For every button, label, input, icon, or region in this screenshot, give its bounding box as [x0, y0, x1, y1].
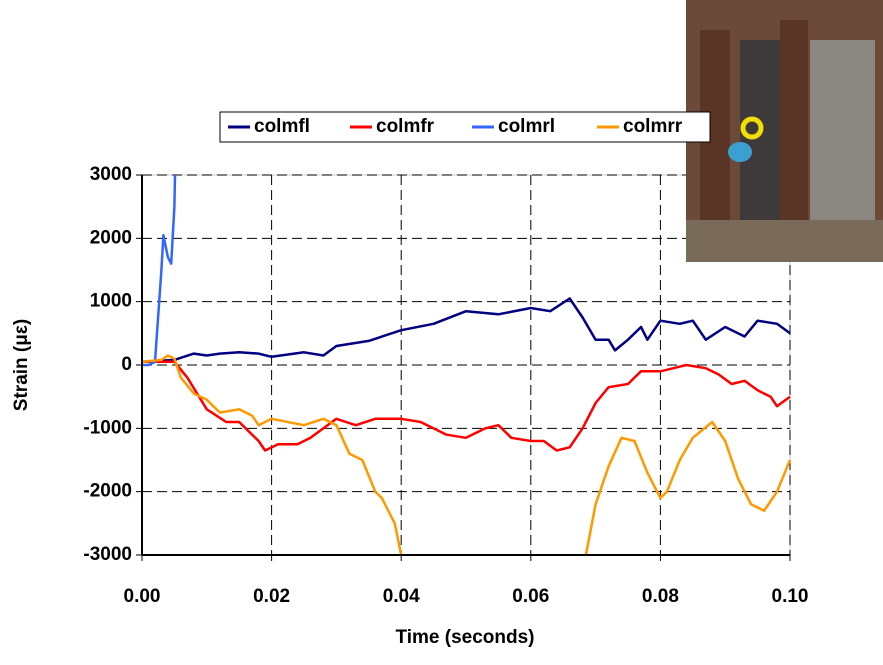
x-tick-label: 0.04 — [383, 586, 420, 607]
series-line — [142, 360, 791, 452]
y-tick-label: -2000 — [83, 481, 132, 502]
x-tick-label: 0.10 — [772, 586, 809, 607]
series-line — [141, 354, 792, 556]
y-tick-label: -1000 — [83, 417, 132, 438]
series-line — [142, 174, 177, 367]
photo-inset — [686, 0, 883, 262]
legend-label: colmrr — [623, 116, 683, 137]
y-tick-label: 2000 — [90, 227, 132, 248]
x-tick-label: 0.00 — [124, 586, 161, 607]
series-line — [141, 297, 791, 364]
legend-label: colmfr — [376, 116, 435, 137]
y-tick-label: 3000 — [90, 164, 132, 185]
legend-label: colmrl — [498, 116, 555, 137]
y-tick-label: 0 — [121, 354, 132, 375]
x-tick-label: 0.08 — [642, 586, 679, 607]
legend-box — [219, 111, 711, 143]
legend-label: colmfl — [254, 116, 310, 137]
x-tick-label: 0.06 — [512, 586, 549, 607]
y-tick-label: -3000 — [83, 544, 132, 565]
x-axis-label: Time (seconds) — [395, 627, 534, 648]
x-tick-label: 0.02 — [253, 586, 290, 607]
y-tick-label: 1000 — [90, 291, 132, 312]
y-axis-label: Strain (με) — [11, 319, 32, 411]
